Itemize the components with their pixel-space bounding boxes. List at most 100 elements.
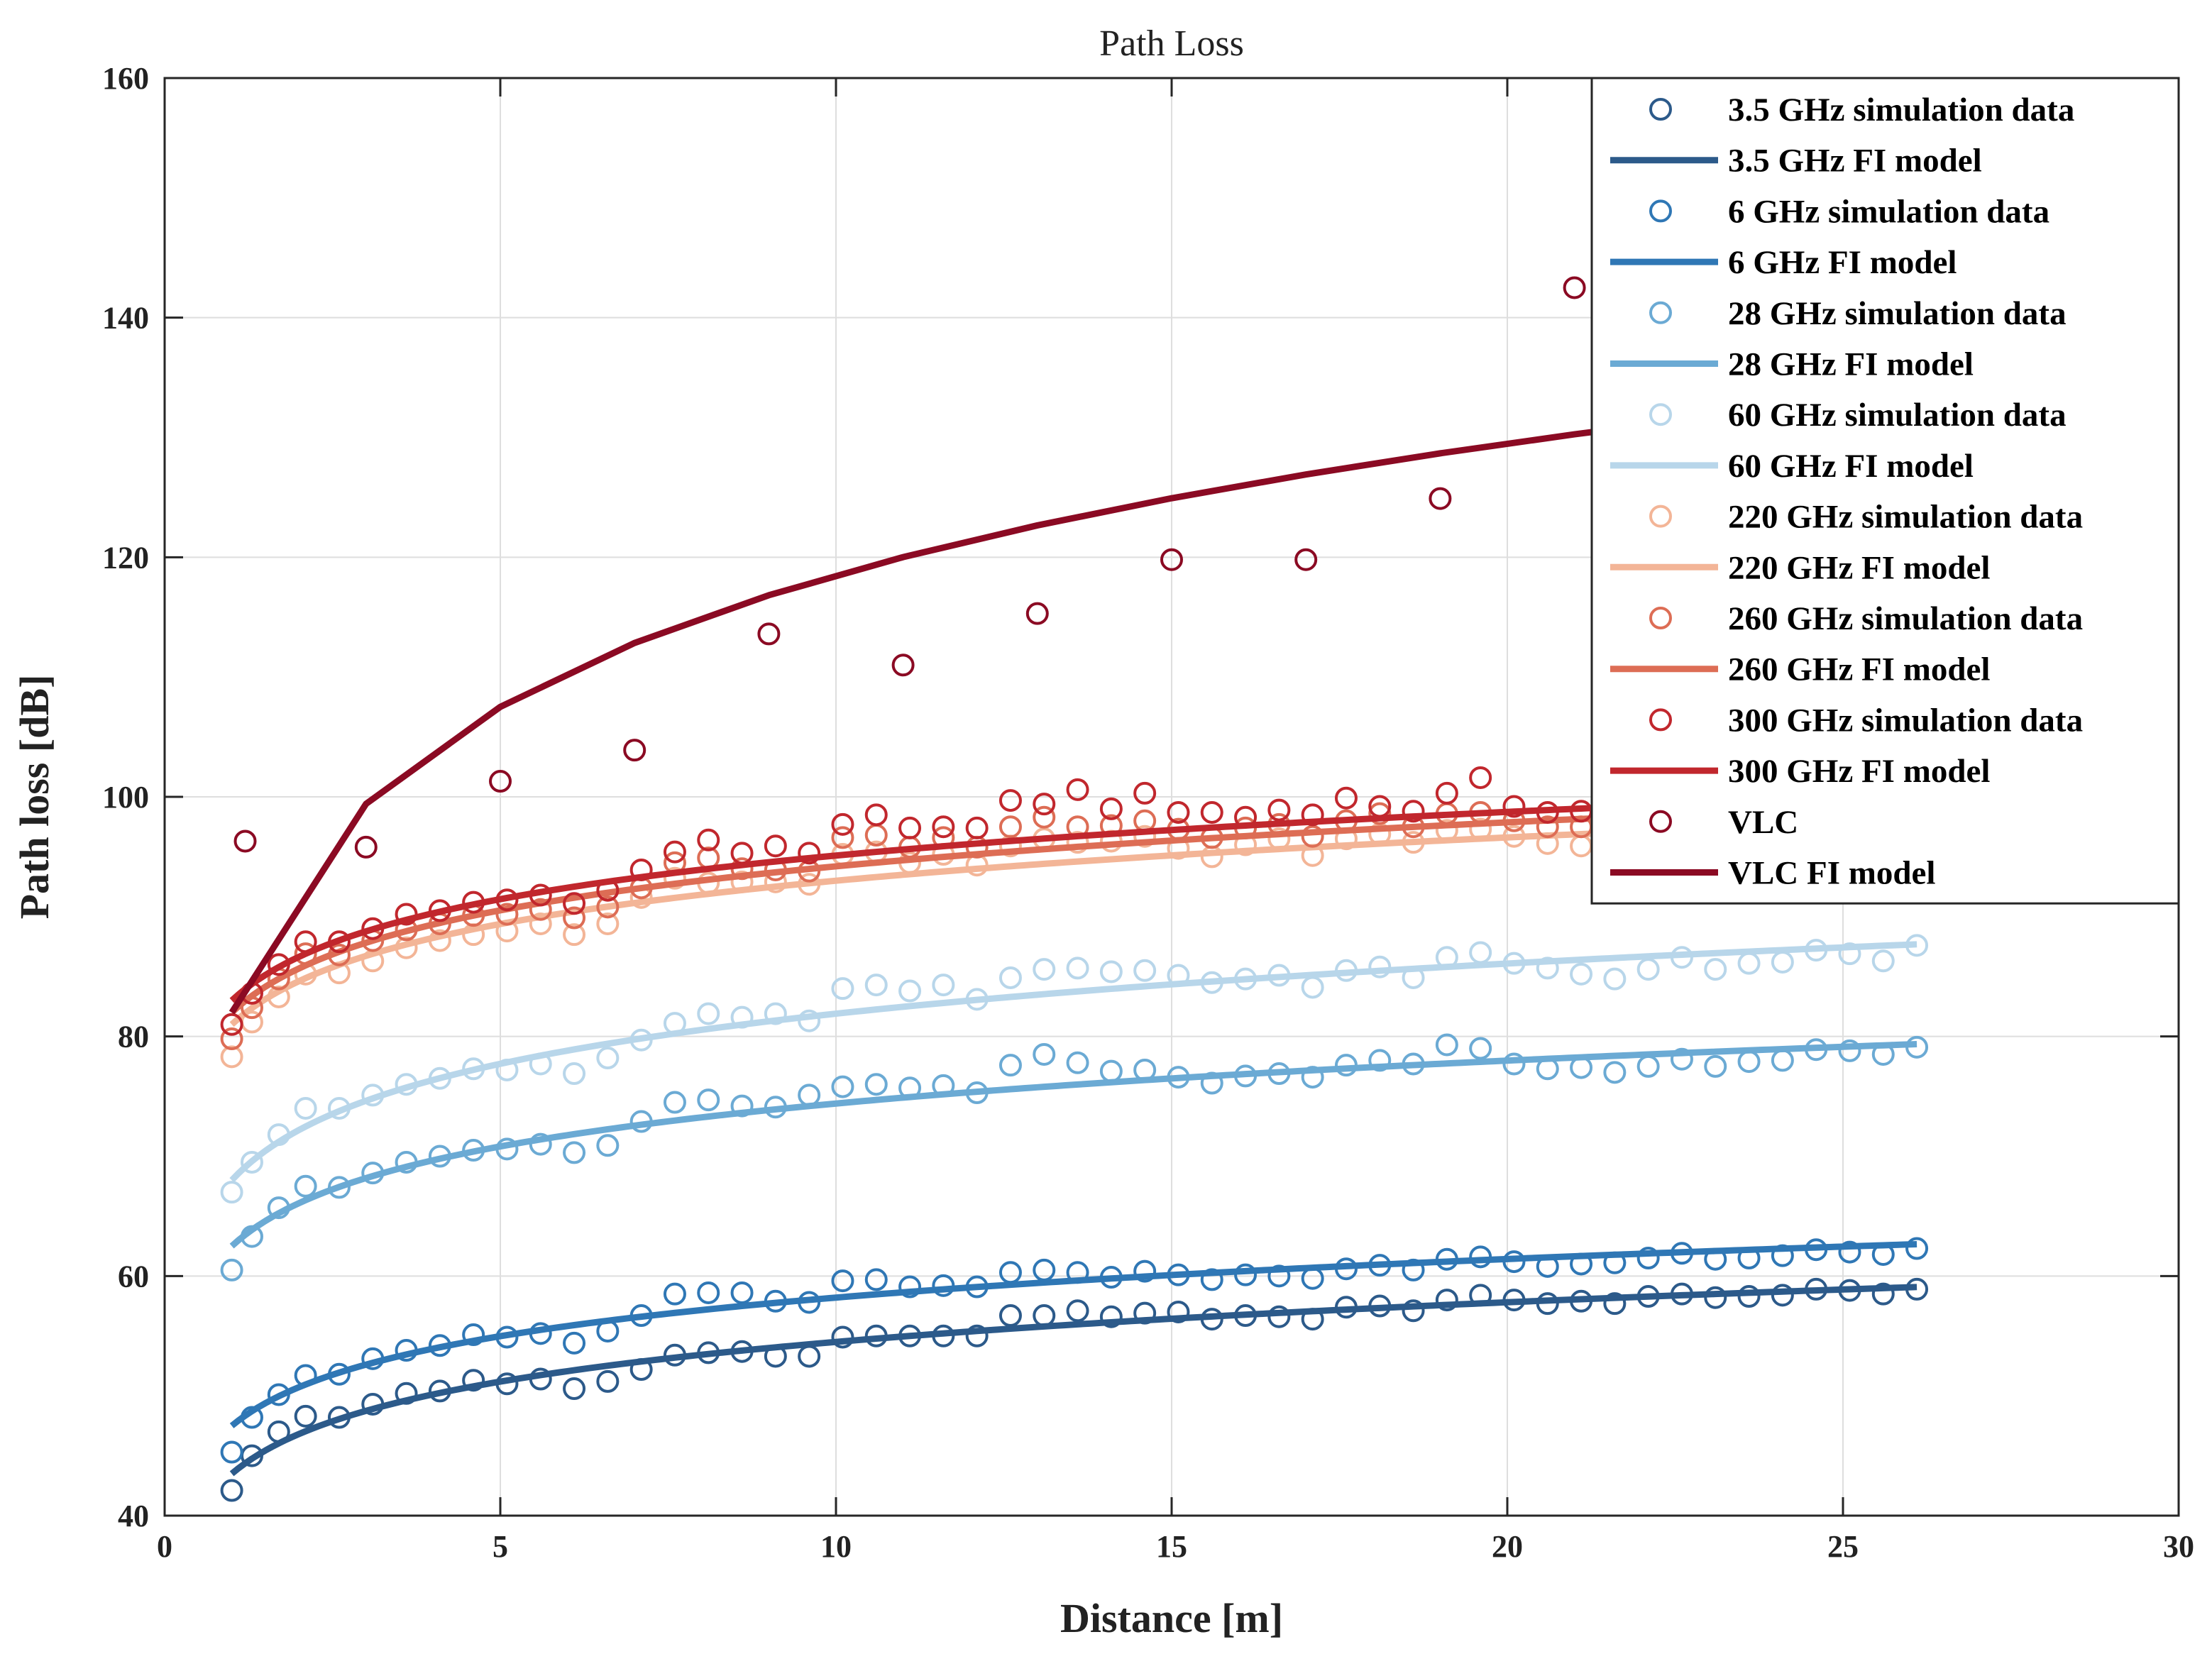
model-line [229,1240,1917,1428]
x-tick-label: 10 [820,1529,852,1564]
model-line [229,1284,1917,1477]
data-point [1570,962,1593,986]
data-point [1435,1289,1458,1312]
data-point [596,912,620,935]
data-point [1704,1286,1727,1309]
legend-marker [1649,403,1672,426]
data-point [831,1075,854,1098]
data-point [1167,1300,1190,1323]
data-point [220,1181,243,1204]
data-point [220,1258,243,1281]
data-point [563,1377,586,1401]
data-point [1402,800,1425,823]
data-point [233,829,257,853]
data-point [864,1073,888,1096]
data-point [1160,548,1183,571]
data-point [220,1479,243,1502]
x-tick-label: 15 [1156,1529,1187,1564]
data-point [1033,958,1056,981]
data-point [1033,1042,1056,1066]
data-point [1066,831,1089,854]
legend-label: 28 GHz simulation data [1728,295,2067,332]
data-point [663,866,686,890]
data-point [932,815,955,839]
data-point [240,1150,263,1174]
data-point [596,1047,620,1070]
data-point [294,1404,317,1428]
y-tick-label: 100 [102,780,149,815]
x-tick-label: 25 [1827,1529,1859,1564]
data-point [831,1269,854,1293]
data-point [831,812,854,836]
legend-label: 60 GHz FI model [1728,448,1974,485]
data-point [1033,805,1056,829]
data-point [663,840,686,864]
data-point [932,974,955,997]
data-point [1771,1284,1794,1307]
data-point [495,903,519,926]
data-point [462,1369,485,1392]
data-point [1469,766,1492,789]
data-point [1294,548,1318,571]
data-point [1301,825,1324,848]
data-point [489,770,512,793]
data-point [1563,276,1586,299]
legend-label: VLC [1728,804,1798,841]
data-point [697,1088,720,1112]
data-point [1267,1264,1291,1288]
series-300-ghz-simulation-data [220,766,1627,1036]
series-vlc [233,276,1586,859]
data-point [1603,967,1627,991]
data-point [563,923,586,947]
data-point [864,1268,888,1291]
legend-label: 28 GHz FI model [1728,346,1974,383]
data-point [1334,786,1358,810]
legend-marker [1649,708,1672,732]
model-line [229,941,1917,1183]
legend-box [1590,77,2180,905]
legend-marker [1649,199,1672,223]
x-tick-label: 20 [1492,1529,1523,1564]
data-point [1603,1292,1627,1316]
data-point [623,739,646,762]
series-28-ghz-fi-model [229,1041,1917,1249]
data-point [563,1331,586,1355]
data-point [596,1134,620,1157]
data-point [1429,487,1452,510]
data-point [462,1323,485,1347]
y-tick-label: 160 [102,61,149,96]
data-point [998,815,1022,839]
y-axis-label: Path loss [dB] [11,675,57,920]
data-point [898,1275,922,1299]
data-point [697,828,720,851]
data-point [1133,781,1157,805]
x-tick-label: 0 [157,1529,172,1564]
series-6-ghz-fi-model [229,1240,1917,1428]
data-point [220,1013,243,1036]
y-tick-label: 120 [102,540,149,575]
data-point [1133,959,1157,982]
data-point [294,1174,317,1198]
data-point [1838,1039,1861,1062]
data-point [697,1281,720,1304]
data-point [294,1096,317,1120]
legend-label: 300 GHz simulation data [1728,702,2083,739]
data-point [1704,958,1727,981]
model-line [229,1041,1917,1249]
legend-label: 6 GHz FI model [1728,244,1957,281]
data-point [663,1091,686,1114]
data-point [1402,1299,1425,1323]
data-point [1099,797,1123,820]
y-tick-label: 60 [118,1259,149,1294]
data-point [1368,802,1392,825]
legend-label: VLC FI model [1728,855,1935,892]
data-point [1871,949,1895,973]
data-point [220,1027,243,1051]
data-point [220,1440,243,1464]
data-point [831,826,854,849]
data-point [220,1045,243,1069]
data-point [798,842,821,865]
data-point [1368,1049,1392,1072]
data-point [1737,1285,1761,1308]
